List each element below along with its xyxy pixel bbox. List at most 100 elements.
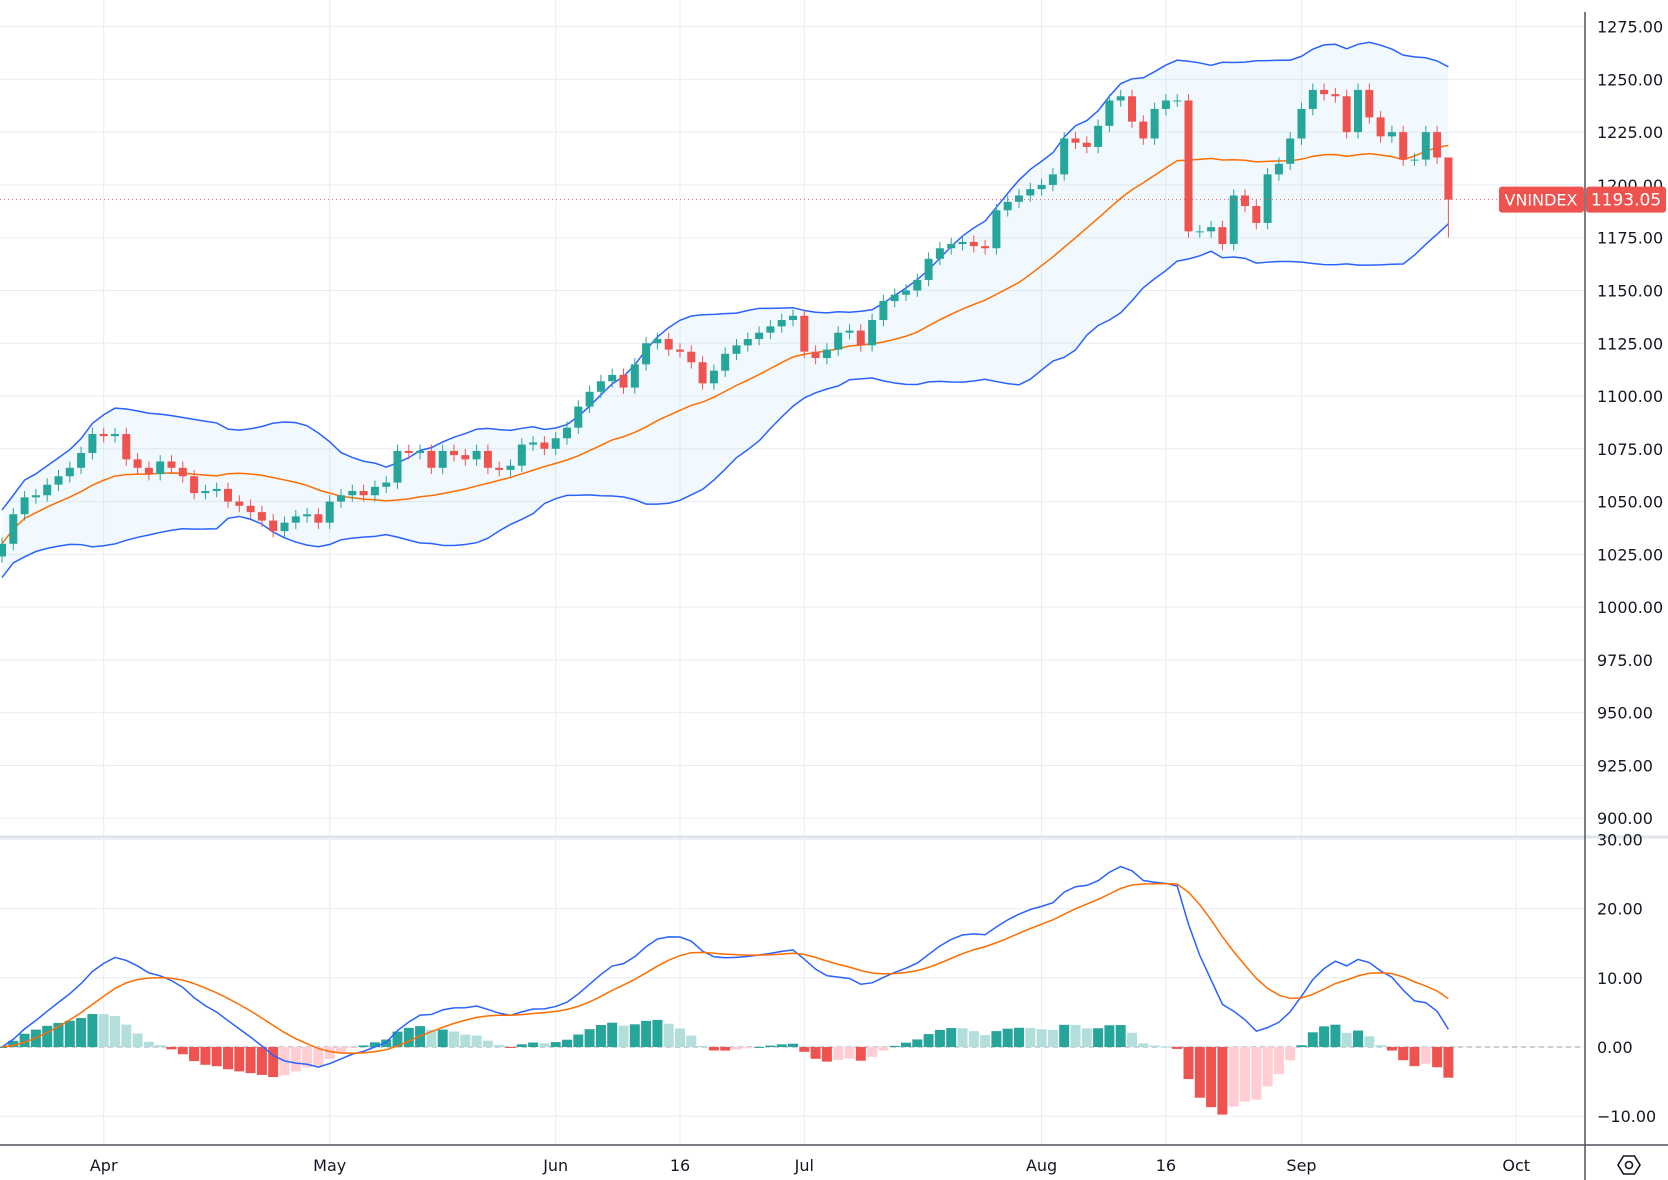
candle-body bbox=[472, 450, 481, 460]
candle-body bbox=[1297, 108, 1306, 139]
candle bbox=[438, 444, 447, 475]
candle bbox=[822, 343, 831, 365]
macd-histogram-bar bbox=[833, 1047, 844, 1060]
candle-body bbox=[1105, 100, 1114, 126]
candle bbox=[393, 444, 402, 489]
time-axis-background bbox=[0, 1145, 1585, 1180]
candle-body bbox=[608, 374, 617, 382]
candle bbox=[1433, 125, 1442, 164]
macd-histogram-bar bbox=[686, 1035, 697, 1047]
candle-body bbox=[1399, 132, 1408, 160]
candle-body bbox=[1331, 94, 1340, 97]
settings-hexagon-icon[interactable] bbox=[1617, 1155, 1641, 1175]
price-tick-label: 1075.00 bbox=[1597, 440, 1663, 459]
macd-histogram-bar bbox=[799, 1047, 810, 1052]
candle-body bbox=[913, 279, 922, 291]
price-tick-label: 1125.00 bbox=[1597, 334, 1663, 353]
macd-histogram-bar bbox=[934, 1029, 945, 1047]
candle-body bbox=[1342, 96, 1351, 133]
last-price-background bbox=[1586, 186, 1666, 213]
candle bbox=[856, 324, 865, 352]
candle-body bbox=[1026, 189, 1035, 196]
candle bbox=[133, 453, 142, 475]
candle-body bbox=[1320, 89, 1329, 95]
macd-histogram-bar bbox=[1398, 1047, 1409, 1061]
candle bbox=[483, 444, 492, 475]
candle-body bbox=[630, 364, 639, 388]
candle bbox=[1037, 178, 1046, 196]
macd-histogram-bar bbox=[381, 1039, 392, 1047]
candle bbox=[935, 241, 944, 266]
candle-body bbox=[653, 339, 662, 344]
candle bbox=[709, 364, 718, 390]
macd-histogram-bar bbox=[1375, 1045, 1386, 1047]
macd-histogram-bar bbox=[1330, 1024, 1341, 1047]
candle bbox=[1116, 89, 1125, 107]
macd-histogram-bar bbox=[991, 1031, 1002, 1047]
candle bbox=[337, 488, 345, 508]
macd-histogram-bar bbox=[347, 1047, 358, 1048]
candle-body bbox=[992, 210, 1001, 249]
macd-histogram-bar bbox=[697, 1045, 708, 1047]
candle bbox=[879, 294, 888, 327]
macd-histogram-bar bbox=[1228, 1047, 1239, 1107]
candle bbox=[1308, 83, 1317, 116]
macd-histogram-bar bbox=[449, 1031, 459, 1047]
candle-body bbox=[574, 406, 583, 428]
candle bbox=[427, 444, 436, 475]
macd-histogram-bar bbox=[1217, 1047, 1228, 1115]
candle-body bbox=[1003, 201, 1012, 211]
candle bbox=[212, 482, 221, 498]
candle bbox=[43, 478, 52, 502]
macd-histogram-bar bbox=[844, 1047, 855, 1059]
candle bbox=[1376, 111, 1385, 143]
candle-body bbox=[800, 315, 809, 352]
candle bbox=[619, 368, 628, 394]
macd-histogram-bar bbox=[1002, 1028, 1013, 1047]
candle bbox=[653, 332, 662, 350]
candle bbox=[122, 427, 131, 466]
macd-histogram-bar bbox=[968, 1031, 979, 1047]
macd-histogram-bar bbox=[720, 1047, 731, 1051]
macd-histogram-bar bbox=[8, 1040, 19, 1047]
candle bbox=[1150, 102, 1159, 145]
macd-histogram-bar bbox=[573, 1034, 584, 1047]
time-tick-label: Apr bbox=[90, 1156, 118, 1175]
candle-body bbox=[269, 520, 278, 532]
candle bbox=[495, 461, 504, 477]
macd-histogram-bar bbox=[1115, 1025, 1126, 1047]
candle-body bbox=[1150, 108, 1159, 139]
candle bbox=[1207, 220, 1216, 238]
candle-body bbox=[969, 241, 978, 247]
candle bbox=[280, 516, 289, 538]
candle bbox=[1161, 94, 1170, 116]
candle-body bbox=[20, 497, 29, 515]
candle-body bbox=[834, 332, 843, 350]
candle-body bbox=[1218, 227, 1227, 245]
candle bbox=[992, 203, 1001, 255]
macd-histogram-bar bbox=[471, 1035, 482, 1047]
candle bbox=[811, 345, 820, 365]
macd-histogram-bar bbox=[1036, 1029, 1047, 1047]
macd-histogram-bar bbox=[810, 1047, 821, 1059]
macd-histogram-bar bbox=[426, 1029, 437, 1047]
macd-histogram-bar bbox=[1364, 1036, 1375, 1047]
candle bbox=[1003, 195, 1012, 217]
candle-body bbox=[947, 244, 956, 249]
candle-body bbox=[65, 467, 74, 477]
candle bbox=[167, 455, 176, 475]
candle bbox=[540, 436, 549, 456]
macd-histogram-bar bbox=[821, 1047, 832, 1062]
candle bbox=[1331, 87, 1340, 103]
candle-body bbox=[856, 330, 865, 346]
candle bbox=[1399, 125, 1408, 166]
candle-body bbox=[483, 450, 492, 468]
macd-histogram-bar bbox=[1172, 1047, 1183, 1049]
macd-histogram-bar bbox=[268, 1047, 279, 1078]
candle-body bbox=[902, 290, 910, 295]
candle-body bbox=[1195, 231, 1204, 233]
candle bbox=[845, 324, 854, 340]
macd-histogram-bar bbox=[946, 1028, 957, 1047]
candle-body bbox=[755, 332, 764, 340]
